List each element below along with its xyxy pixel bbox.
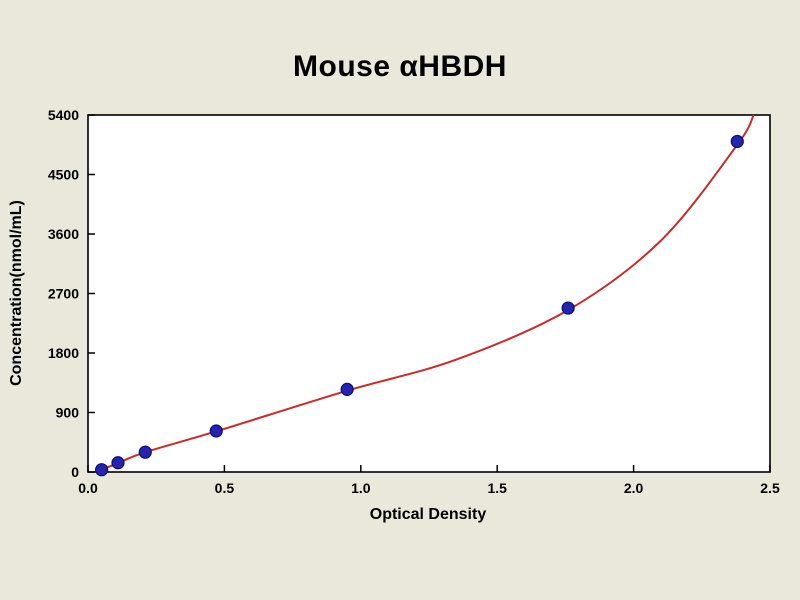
- y-tick-label: 900: [56, 405, 80, 421]
- data-point: [340, 382, 354, 396]
- plot-frame: [87, 114, 771, 473]
- x-tick-label: 0.5: [215, 480, 235, 496]
- x-tick-label: 1.5: [487, 480, 507, 496]
- y-tick-label: 4500: [48, 167, 79, 183]
- x-tick-label: 2.5: [760, 480, 780, 496]
- y-tick-label: 3600: [48, 226, 79, 242]
- data-point: [730, 134, 744, 149]
- x-tick-label: 1.0: [351, 480, 371, 496]
- chart-title: Mouse αHBDH: [293, 50, 507, 83]
- y-tick-label: 2700: [48, 286, 79, 302]
- x-tick-label: 0.0: [78, 480, 98, 496]
- data-point: [138, 445, 152, 459]
- data-point: [209, 424, 223, 438]
- y-tick-label: 5400: [48, 107, 79, 123]
- x-tick-label: 2.0: [624, 480, 644, 496]
- x-axis-label: Optical Density: [369, 506, 487, 523]
- data-point: [561, 301, 575, 315]
- data-point: [95, 463, 109, 477]
- y-tick-label: 0: [71, 464, 79, 480]
- data-point: [111, 456, 125, 470]
- y-tick-label: 1800: [48, 345, 79, 361]
